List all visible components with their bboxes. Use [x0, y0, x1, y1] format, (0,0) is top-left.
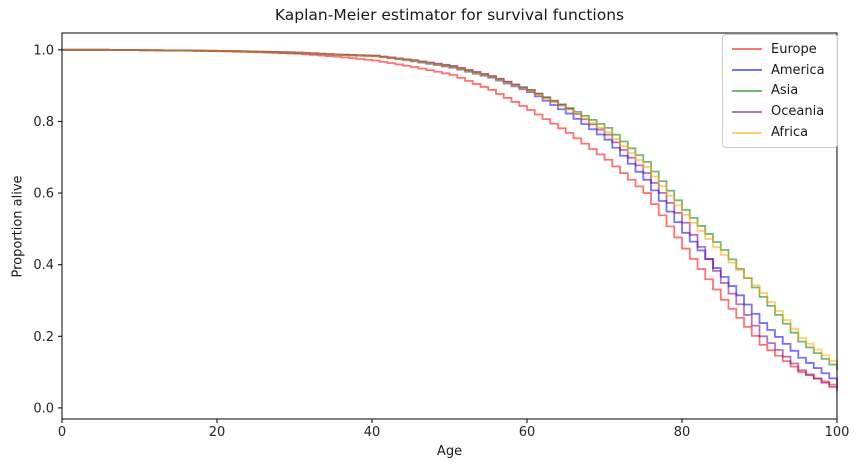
legend-line-swatch — [732, 48, 762, 51]
legend-label: Africa — [771, 125, 809, 141]
series-line-america — [62, 48, 838, 384]
chart-title: Kaplan-Meier estimator for survival func… — [274, 6, 625, 24]
legend-item-europe: Europe — [732, 39, 831, 59]
legend-line-swatch — [732, 89, 762, 92]
legend-item-asia: Asia — [732, 81, 831, 101]
x-tick-label: 60 — [519, 425, 536, 440]
legend-line-swatch — [732, 69, 762, 72]
y-tick-label: 0.4 — [33, 258, 54, 273]
x-tick-label: 0 — [58, 425, 66, 440]
legend-item-america: America — [732, 60, 831, 80]
legend: Europe America Asia Oceania Africa — [722, 34, 838, 148]
y-tick-label: 1.0 — [33, 43, 54, 58]
legend-item-africa: Africa — [732, 123, 831, 143]
legend-label: Oceania — [771, 104, 825, 120]
legend-item-oceania: Oceania — [732, 102, 831, 122]
x-tick-label: 100 — [825, 425, 850, 440]
y-tick-label: 0.6 — [33, 187, 54, 202]
legend-label: America — [771, 62, 825, 78]
legend-line-swatch — [732, 131, 762, 134]
series-line-asia — [62, 48, 838, 371]
y-axis-label: Proportion alive — [10, 175, 26, 278]
plot-frame — [61, 32, 838, 420]
series-line-africa — [62, 48, 838, 367]
legend-line-swatch — [732, 110, 762, 113]
x-tick-label: 20 — [209, 425, 226, 440]
series-line-oceania — [62, 48, 838, 392]
y-tick-label: 0.2 — [33, 330, 54, 345]
x-tick-label: 80 — [674, 425, 691, 440]
legend-label: Europe — [771, 41, 817, 57]
x-axis-label: Age — [436, 444, 463, 459]
series-line-europe — [62, 48, 838, 388]
y-tick-label: 0.8 — [33, 115, 54, 130]
x-tick-label: 40 — [364, 425, 381, 440]
y-tick-label: 0.0 — [33, 401, 54, 416]
legend-label: Asia — [771, 83, 799, 99]
